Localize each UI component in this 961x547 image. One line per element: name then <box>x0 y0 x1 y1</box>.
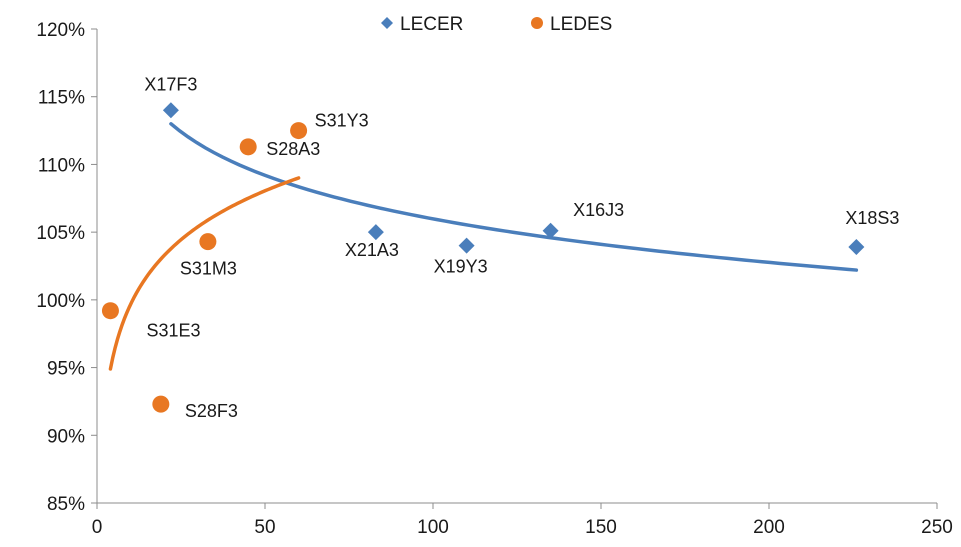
point-x18s3 <box>848 239 865 256</box>
legend-label-lecer: LECER <box>400 14 463 35</box>
y-tick-label: 120% <box>36 20 85 41</box>
legend-marker-lecer <box>381 17 393 29</box>
label-s31m3: S31M3 <box>180 259 237 279</box>
y-tick-label: 95% <box>47 359 85 380</box>
point-x16j3 <box>542 222 559 239</box>
point-s31e3 <box>101 302 119 320</box>
y-tick-label: 85% <box>47 494 85 515</box>
x-tick-label: 100 <box>417 517 449 538</box>
point-x21a3 <box>367 224 384 241</box>
y-tick-label: 110% <box>38 155 85 176</box>
label-s28a3: S28A3 <box>266 139 320 159</box>
legend-marker-ledes <box>531 17 543 29</box>
point-s28f3 <box>152 395 170 413</box>
trendlines <box>108 122 859 371</box>
point-s31m3 <box>199 233 217 251</box>
y-tick-label: 105% <box>36 223 85 244</box>
y-tick-label: 100% <box>36 291 85 312</box>
data-points <box>101 102 865 413</box>
label-s31y3: S31Y3 <box>315 111 369 131</box>
y-tick-label: 90% <box>47 426 85 447</box>
point-x17f3 <box>162 102 179 119</box>
y-tick-label: 115% <box>38 88 85 109</box>
point-x19y3 <box>458 237 475 254</box>
x-tick-label: 150 <box>585 517 617 538</box>
axes <box>96 29 937 504</box>
legend-label-ledes: LEDES <box>550 14 612 35</box>
point-labels: X17F3 X21A3 X19Y3 X16J3 X18S3 S31E3 S28F3 S31M3… <box>144 74 899 421</box>
x-tick-label: 250 <box>921 517 953 538</box>
trendline-ledes <box>108 176 301 371</box>
x-tick-label: 200 <box>753 517 785 538</box>
x-axis-ticks: 0 50 100 150 200 250 <box>92 503 953 538</box>
x-tick-label: 50 <box>254 517 275 538</box>
label-x21a3: X21A3 <box>345 240 399 260</box>
point-s31y3 <box>290 122 308 140</box>
y-axis-ticks: 85% 90% 95% 100% 105% 110% 115% 120% <box>36 20 97 515</box>
label-x19y3: X19Y3 <box>434 257 488 277</box>
label-x18s3: X18S3 <box>845 208 899 228</box>
label-s31e3: S31E3 <box>146 321 200 341</box>
label-s28f3: S28F3 <box>185 401 238 421</box>
x-tick-label: 0 <box>92 517 103 538</box>
legend: LECER LEDES <box>381 14 612 35</box>
label-x17f3: X17F3 <box>144 74 197 94</box>
label-x16j3: X16J3 <box>573 200 624 220</box>
point-s28a3 <box>239 138 257 156</box>
